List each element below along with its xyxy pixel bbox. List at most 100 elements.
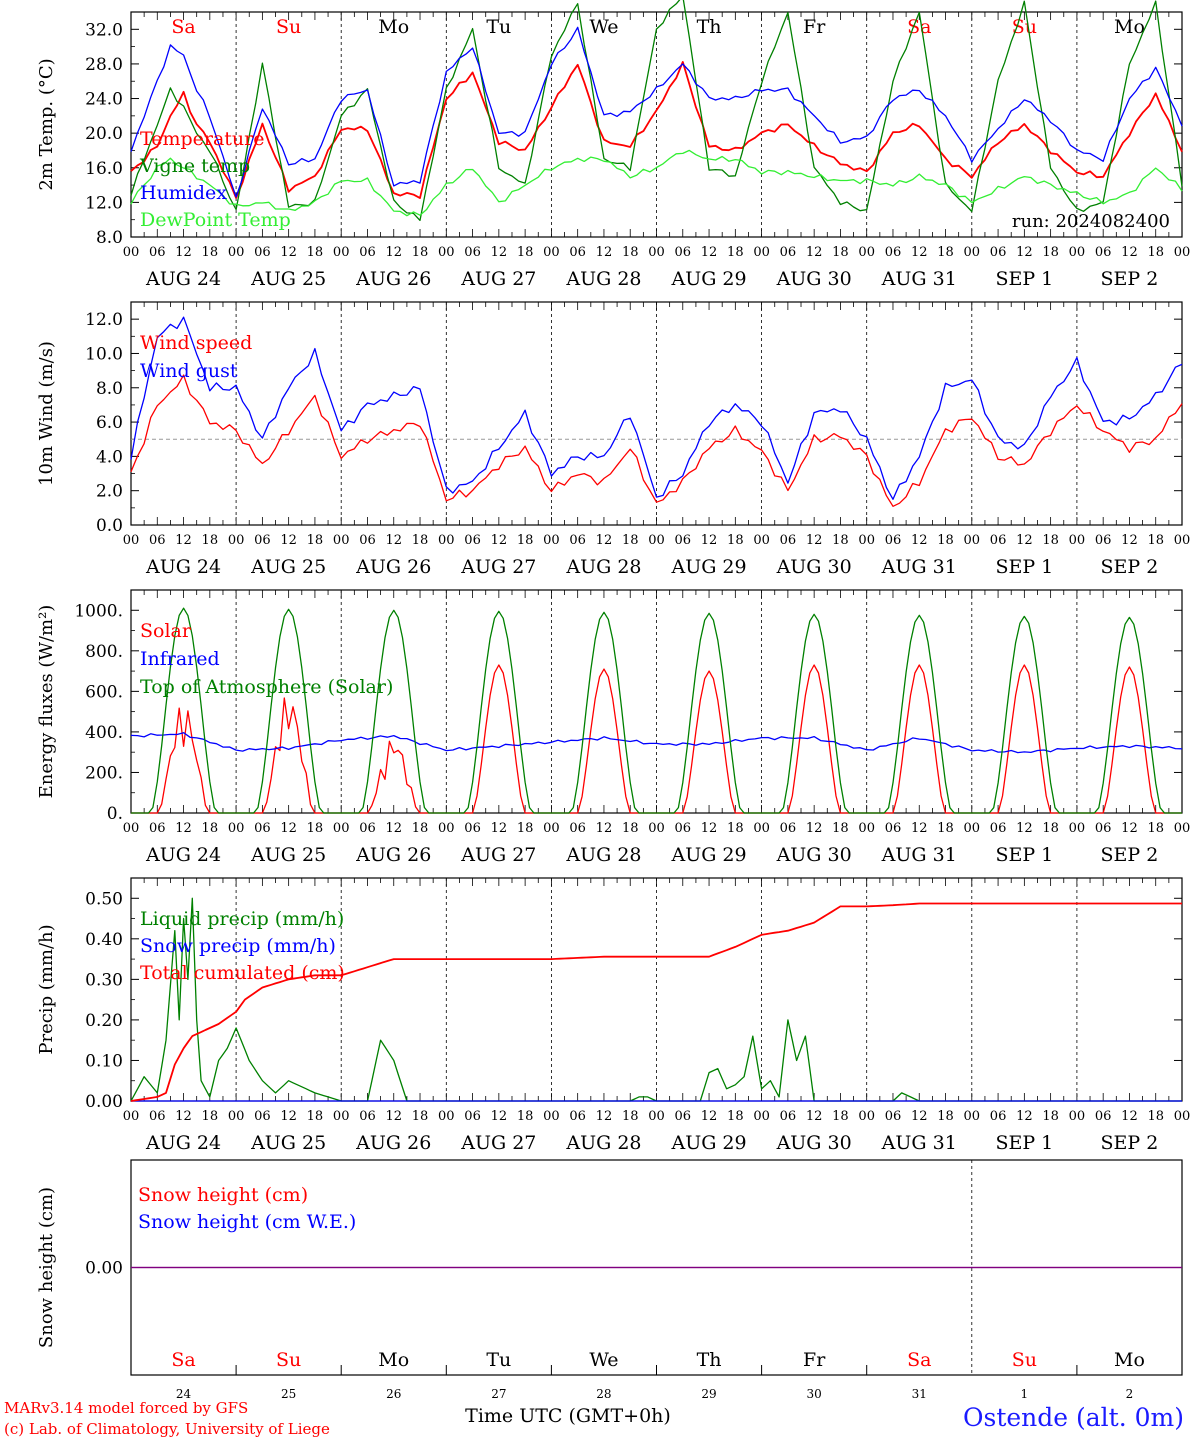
weekday-label: Fr — [803, 1349, 826, 1371]
hour-tick-label: 12 — [701, 1109, 718, 1124]
hour-tick-label: 06 — [885, 821, 902, 836]
day-label: AUG 26 — [355, 844, 431, 866]
y-tick-label: 6.0 — [96, 413, 123, 433]
day-label: AUG 30 — [776, 1132, 852, 1154]
day-label: AUG 31 — [881, 556, 957, 578]
series-wind-speed — [130, 374, 1183, 507]
weekday-label: We — [589, 1349, 618, 1371]
hour-tick-label: 18 — [937, 533, 954, 548]
hour-tick-label: 06 — [254, 821, 271, 836]
hour-tick-label: 18 — [307, 821, 324, 836]
hour-tick-label: 12 — [491, 821, 508, 836]
hour-tick-label: 18 — [307, 1109, 324, 1124]
hour-tick-label: 00 — [753, 821, 770, 836]
hour-tick-label: 12 — [911, 821, 928, 836]
hour-tick-label: 00 — [858, 245, 875, 260]
weekday-label: Sa — [907, 1349, 931, 1371]
y-tick-label: 600. — [85, 682, 123, 702]
hour-tick-label: 06 — [359, 533, 376, 548]
legend-entry: Top of Atmosphere (Solar) — [140, 676, 393, 698]
hour-tick-label: 00 — [543, 821, 560, 836]
hour-tick-label: 06 — [990, 245, 1007, 260]
day-number-label: 2 — [1126, 1387, 1134, 1401]
hour-tick-label: 00 — [228, 533, 245, 548]
y-tick-label: 400. — [85, 723, 123, 743]
hour-tick-label: 12 — [280, 1109, 297, 1124]
series-humidex — [130, 26, 1183, 198]
hour-tick-label: 06 — [359, 1109, 376, 1124]
weekday-label: Mo — [378, 1349, 409, 1371]
hour-tick-label: 06 — [675, 245, 692, 260]
hour-tick-label: 12 — [1121, 533, 1138, 548]
hour-tick-label: 18 — [412, 1109, 429, 1124]
day-label: AUG 30 — [776, 844, 852, 866]
y-tick-label: 1000. — [74, 601, 123, 621]
legend-entry: Wind speed — [140, 332, 252, 354]
hour-tick-label: 18 — [937, 821, 954, 836]
y-tick-label: 20.0 — [85, 124, 123, 144]
y-tick-label: 0.40 — [85, 930, 123, 950]
hour-tick-label: 18 — [937, 245, 954, 260]
hour-tick-label: 12 — [596, 1109, 613, 1124]
hour-tick-label: 06 — [569, 245, 586, 260]
hour-tick-label: 00 — [438, 1109, 455, 1124]
day-label: AUG 25 — [250, 844, 326, 866]
hour-tick-label: 12 — [280, 245, 297, 260]
legend-entry: Infrared — [140, 648, 220, 670]
hour-tick-label: 18 — [517, 821, 534, 836]
hour-tick-label: 06 — [1095, 533, 1112, 548]
hour-tick-label: 00 — [1069, 533, 1086, 548]
hour-tick-label: 00 — [543, 533, 560, 548]
hour-tick-label: 06 — [359, 821, 376, 836]
hour-tick-label: 18 — [1147, 1109, 1164, 1124]
hour-tick-label: 00 — [333, 1109, 350, 1124]
hour-tick-label: 00 — [1174, 533, 1191, 548]
hour-tick-label: 18 — [1042, 821, 1059, 836]
weekday-label: Su — [276, 16, 301, 38]
hour-tick-label: 18 — [727, 533, 744, 548]
lab-credit: (c) Lab. of Climatology, University of L… — [4, 1420, 330, 1438]
legend-entry: Liquid precip (mm/h) — [140, 908, 344, 930]
hour-tick-label: 06 — [149, 1109, 166, 1124]
y-axis-title: 2m Temp. (°C) — [36, 58, 57, 190]
run-label: run: 2024082400 — [1012, 211, 1170, 232]
hour-tick-label: 12 — [701, 245, 718, 260]
legend-entry: Vigne temp — [139, 155, 250, 177]
hour-tick-label: 00 — [1174, 821, 1191, 836]
hour-tick-label: 00 — [438, 821, 455, 836]
hour-tick-label: 06 — [780, 1109, 797, 1124]
y-tick-label: 2.0 — [96, 482, 123, 502]
day-label: AUG 29 — [670, 556, 746, 578]
hour-tick-label: 18 — [517, 533, 534, 548]
hour-tick-label: 00 — [333, 245, 350, 260]
legend-entry: Humidex — [140, 182, 227, 204]
hour-tick-label: 12 — [385, 245, 402, 260]
hour-tick-label: 06 — [675, 1109, 692, 1124]
y-axis-title: Precip (mm/h) — [36, 924, 57, 1054]
day-label: AUG 25 — [250, 1132, 326, 1154]
weekday-label: Th — [697, 16, 722, 38]
hour-tick-label: 12 — [491, 1109, 508, 1124]
hour-tick-label: 06 — [780, 245, 797, 260]
day-label: AUG 31 — [881, 844, 957, 866]
y-axis-title: Snow height (cm) — [36, 1187, 57, 1348]
hour-tick-label: 18 — [1147, 245, 1164, 260]
hour-tick-label: 00 — [543, 1109, 560, 1124]
plot-frame — [130, 589, 1183, 814]
day-label: SEP 1 — [995, 1132, 1053, 1154]
day-label: AUG 24 — [145, 268, 221, 290]
legend-entry: Snow height (cm) — [138, 1184, 308, 1206]
hour-tick-label: 18 — [202, 821, 219, 836]
y-tick-label: 0.00 — [85, 1092, 123, 1112]
hour-tick-label: 18 — [1042, 1109, 1059, 1124]
hour-tick-label: 12 — [701, 821, 718, 836]
hour-tick-label: 18 — [517, 245, 534, 260]
hour-tick-label: 18 — [307, 245, 324, 260]
hour-tick-label: 00 — [123, 821, 140, 836]
hour-tick-label: 18 — [622, 821, 639, 836]
hour-tick-label: 06 — [464, 245, 481, 260]
day-number-label: 1 — [1021, 1387, 1029, 1401]
hour-tick-label: 06 — [780, 821, 797, 836]
day-label: AUG 27 — [460, 1132, 536, 1154]
